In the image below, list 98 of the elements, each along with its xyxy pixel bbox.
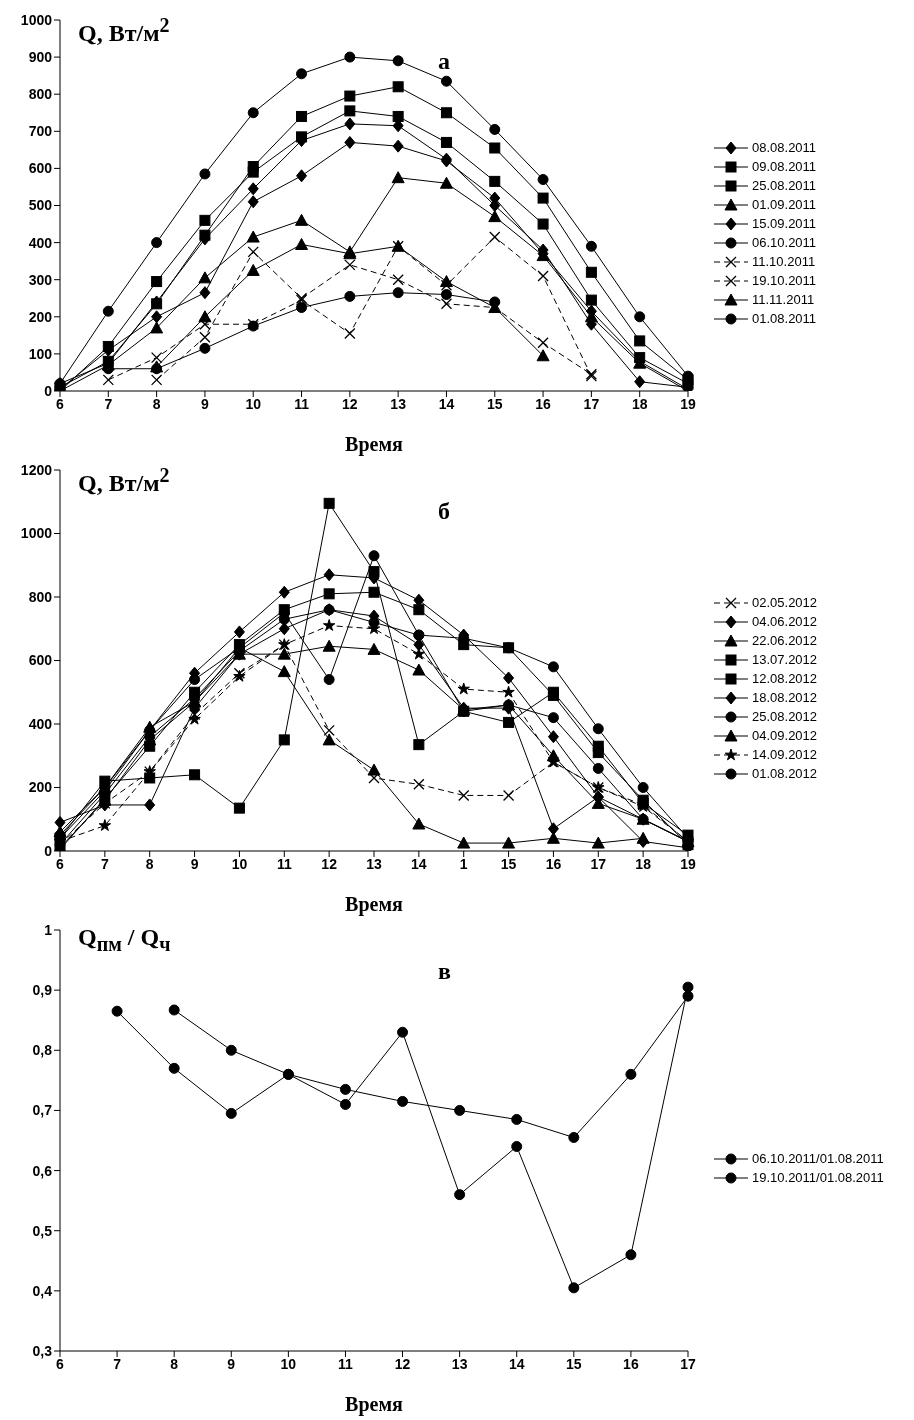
x-tick-label: 18 (635, 855, 652, 872)
y-tick-label: 0,4 (32, 1282, 53, 1299)
x-tick-label: 15 (566, 1355, 582, 1372)
x-tick-label: 10 (231, 855, 248, 872)
x-tick-label: 13 (366, 855, 382, 872)
x-tick-label: 16 (545, 855, 562, 872)
legend-label: 02.05.2012 (752, 595, 818, 610)
x-tick-label: 19 (680, 395, 696, 412)
y-tick-label: 1200 (20, 461, 53, 478)
annotation: в (438, 958, 451, 985)
x-tick-label: 10 (245, 395, 262, 412)
y-tick-label: 0 (44, 842, 53, 859)
y-tick-label: 300 (28, 271, 53, 288)
x-tick-label: 11 (294, 395, 310, 412)
legend-label: 04.06.2012 (752, 614, 818, 629)
y-tick-label: 0,5 (32, 1222, 53, 1239)
x-tick-label: 12 (321, 855, 338, 872)
x-axis-title: Время (345, 433, 404, 456)
legend-label: 22.06.2012 (752, 633, 818, 648)
y-tick-label: 500 (28, 197, 53, 214)
x-tick-label: 15 (500, 855, 517, 872)
legend-label: 12.08.2012 (752, 671, 818, 686)
x-tick-label: 14 (411, 855, 427, 872)
legend-label: 25.08.2012 (752, 709, 818, 724)
legend-label: 04.09.2012 (752, 728, 818, 743)
x-tick-label: 6 (56, 855, 65, 872)
legend-label: 13.07.2012 (752, 652, 818, 667)
x-axis-title: Время (345, 1393, 404, 1416)
x-tick-label: 13 (451, 1355, 468, 1372)
x-tick-label: 11 (276, 855, 292, 872)
x-tick-label: 12 (394, 1355, 411, 1372)
y-tick-label: 900 (28, 49, 53, 66)
x-tick-label: 9 (190, 855, 199, 872)
y-tick-label: 800 (28, 86, 53, 103)
y-tick-label: 0,3 (32, 1342, 53, 1359)
x-tick-label: 14 (508, 1355, 525, 1372)
x-tick-label: 12 (342, 395, 358, 412)
y-tick-label: 0,8 (32, 1042, 53, 1059)
x-tick-label: 6 (56, 395, 65, 412)
y-tick-label: 600 (28, 652, 53, 669)
y-tick-label: 200 (28, 308, 53, 325)
legend-label: 15.09.2011 (752, 216, 817, 231)
x-tick-label: 1 (459, 855, 468, 872)
x-tick-label: 8 (152, 395, 161, 412)
x-tick-label: 19 (680, 855, 696, 872)
legend-label: 09.08.2011 (752, 159, 817, 174)
y-tick-label: 400 (28, 715, 53, 732)
x-tick-label: 17 (680, 1355, 696, 1372)
y-tick-label: 700 (28, 123, 53, 140)
legend-label: 19.10.2011 (752, 273, 817, 288)
y-tick-label: 0,9 (32, 982, 53, 999)
y-axis-title: Q, Вт/м$^{2}$ (78, 14, 170, 47)
y-tick-label: 0,6 (32, 1162, 53, 1179)
x-tick-label: 16 (535, 395, 552, 412)
x-tick-label: 17 (590, 855, 607, 872)
x-tick-label: 6 (56, 1355, 65, 1372)
legend-label: 19.10.2011/01.08.2011 (752, 1170, 884, 1185)
y-tick-label: 600 (28, 160, 53, 177)
y-tick-label: 0,7 (32, 1102, 53, 1119)
x-tick-label: 14 (438, 395, 455, 412)
x-tick-label: 7 (113, 1355, 122, 1372)
y-tick-label: 1000 (20, 525, 53, 542)
y-axis-title: Q$_{пм}$ / Q$_{ч}$ (78, 924, 171, 956)
x-tick-label: 9 (201, 395, 210, 412)
x-tick-label: 18 (631, 395, 648, 412)
legend-label: 06.10.2011/01.08.2011 (752, 1151, 884, 1166)
annotation: а (438, 48, 450, 75)
x-tick-label: 8 (170, 1355, 179, 1372)
y-tick-label: 400 (28, 234, 53, 251)
legend-label: 18.08.2012 (752, 690, 818, 705)
y-tick-label: 100 (28, 345, 53, 362)
legend-label: 14.09.2012 (752, 747, 818, 762)
legend-label: 01.09.2011 (752, 197, 817, 212)
y-tick-label: 1000 (20, 11, 53, 28)
legend-label: 01.08.2011 (752, 311, 817, 326)
x-tick-label: 17 (583, 395, 600, 412)
x-tick-label: 15 (486, 395, 503, 412)
x-tick-label: 11 (338, 1355, 354, 1372)
legend-label: 08.08.2011 (752, 140, 817, 155)
y-tick-label: 0 (44, 382, 53, 399)
annotation: б (438, 498, 450, 525)
x-tick-label: 8 (145, 855, 154, 872)
legend-label: 25.08.2011 (752, 178, 817, 193)
y-tick-label: 800 (28, 588, 53, 605)
legend-label: 06.10.2011 (752, 235, 817, 250)
x-tick-label: 9 (227, 1355, 236, 1372)
y-tick-label: 200 (28, 779, 53, 796)
x-tick-label: 10 (280, 1355, 297, 1372)
y-axis-title: Q, Вт/м$^{2}$ (78, 464, 170, 497)
legend-label: 01.08.2012 (752, 766, 818, 781)
legend-label: 11.10.2011 (752, 254, 816, 269)
x-tick-label: 13 (390, 395, 407, 412)
legend-label: 11.11.2011 (752, 292, 815, 307)
x-tick-label: 7 (100, 855, 109, 872)
y-tick-label: 1 (44, 921, 53, 938)
x-axis-title: Время (345, 893, 404, 916)
x-tick-label: 7 (104, 395, 113, 412)
x-tick-label: 16 (623, 1355, 639, 1372)
